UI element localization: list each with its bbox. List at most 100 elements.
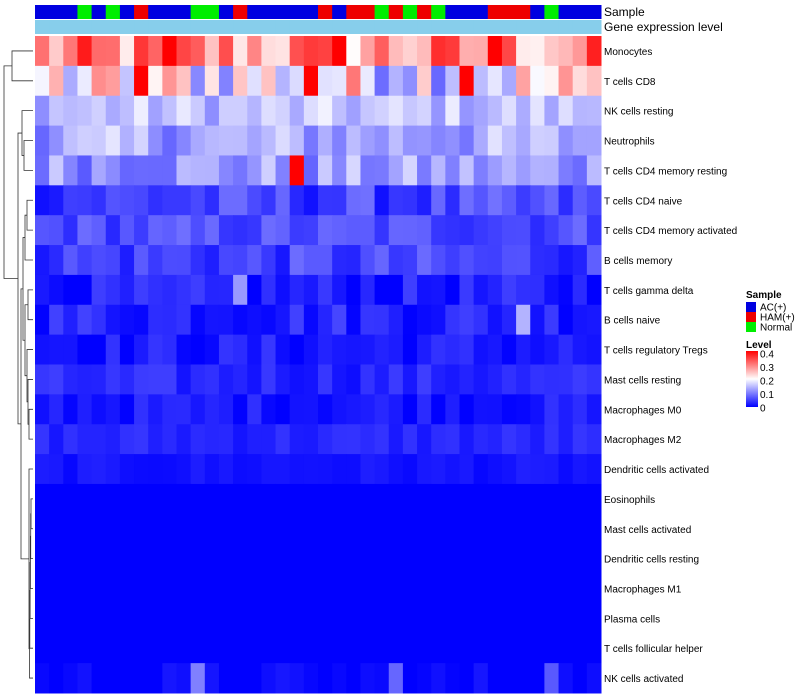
heatmap-cell [402,185,418,216]
heatmap-cell [289,513,305,545]
heatmap-cell [388,364,404,395]
heatmap-cell [275,513,291,545]
heatmap-cell [63,603,78,634]
heatmap-cell [374,185,390,216]
heatmap-cell [360,185,376,216]
heatmap-cell [119,454,135,485]
heatmap-cell [162,215,177,246]
heatmap-cell [105,36,121,67]
heatmap-cell [459,663,475,694]
heatmap-cell [77,125,93,156]
legend-tick-label: 0 [760,404,766,415]
heatmap-cell [91,95,107,127]
sample-annotation-cell [119,5,135,19]
heatmap-cell [388,215,404,246]
heatmap-cell [417,573,432,604]
heatmap-cell [275,274,291,306]
heatmap-cell [247,125,262,156]
heatmap-cell [516,454,531,485]
heatmap-cell [105,155,121,186]
heatmap-cell [544,603,560,634]
heatmap-cell [501,185,517,216]
heatmap-cell [318,125,333,156]
heatmap-cell [134,95,149,127]
heatmap-cell [77,633,93,664]
heatmap-cell [346,304,361,336]
heatmap-cell [63,424,78,455]
heatmap-cell [49,274,64,306]
heatmap-cell [204,274,220,306]
heatmap-cell [190,245,206,276]
heatmap-cell [91,543,107,575]
heatmap-cell [134,364,149,395]
expression-annotation-cell [501,20,517,34]
heatmap-cell [473,185,489,216]
legend-label: Normal [760,323,792,334]
heatmap-cell [218,513,234,545]
heatmap-cell [303,483,319,515]
dendrogram-branch [3,65,18,279]
expression-annotation-cell [77,20,93,34]
heatmap-cell [247,364,262,395]
heatmap-cell [162,573,177,604]
heatmap-cell [148,185,163,216]
sample-annotation-cell [402,5,418,19]
heatmap-cell [558,543,574,575]
heatmap-cell [35,394,50,425]
heatmap-cell [516,274,531,306]
heatmap-cell [402,454,418,485]
heatmap-cell [374,95,390,127]
heatmap-cell [501,334,517,365]
heatmap-cell [190,215,206,246]
heatmap-cell [303,155,319,186]
heatmap-cell [105,543,121,575]
heatmap-cell [204,304,220,336]
heatmap-cell [388,513,404,545]
heatmap-cell [530,334,545,365]
heatmap-cell [445,274,460,306]
heatmap-cell [247,274,262,306]
heatmap-cell [77,483,93,515]
heatmap-cell [247,36,262,67]
heatmap-cell [431,603,446,634]
heatmap-cell [233,125,248,156]
heatmap-cell [190,334,206,365]
heatmap-cell [134,125,149,156]
sample-annotation-cell [134,5,149,19]
heatmap-cell [289,573,305,604]
heatmap-cell [190,185,206,216]
heatmap-cell [35,454,50,485]
heatmap-cell [35,185,50,216]
heatmap-cell [473,65,489,97]
heatmap-cell [162,663,177,694]
heatmap-cell [233,364,248,395]
heatmap-cell [134,334,149,365]
heatmap-cell [558,364,574,395]
heatmap-cell [289,155,305,186]
heatmap-cell [49,603,64,634]
heatmap-cell [558,633,574,664]
heatmap-cell [558,603,574,634]
heatmap-cell [501,95,517,127]
heatmap-cell [119,125,135,156]
heatmap-cell [247,454,262,485]
heatmap-cell [402,394,418,425]
heatmap-cell [318,394,333,425]
heatmap-cell [119,513,135,545]
heatmap-cell [49,633,64,664]
heatmap-cell [360,304,376,336]
heatmap-cell [516,125,531,156]
heatmap-cell [544,483,560,515]
heatmap-cell [176,304,192,336]
heatmap-cell [233,304,248,336]
heatmap-cell [105,274,121,306]
heatmap-cell [572,543,588,575]
dendrogram-branch [30,535,33,589]
sample-annotation-cell [63,5,78,19]
heatmap-cell [77,95,93,127]
legend-sample-title: Sample [746,290,782,301]
sample-annotation-cell [105,5,121,19]
heatmap-cell [558,573,574,604]
heatmap-cell [91,454,107,485]
heatmap-cell [134,245,149,276]
